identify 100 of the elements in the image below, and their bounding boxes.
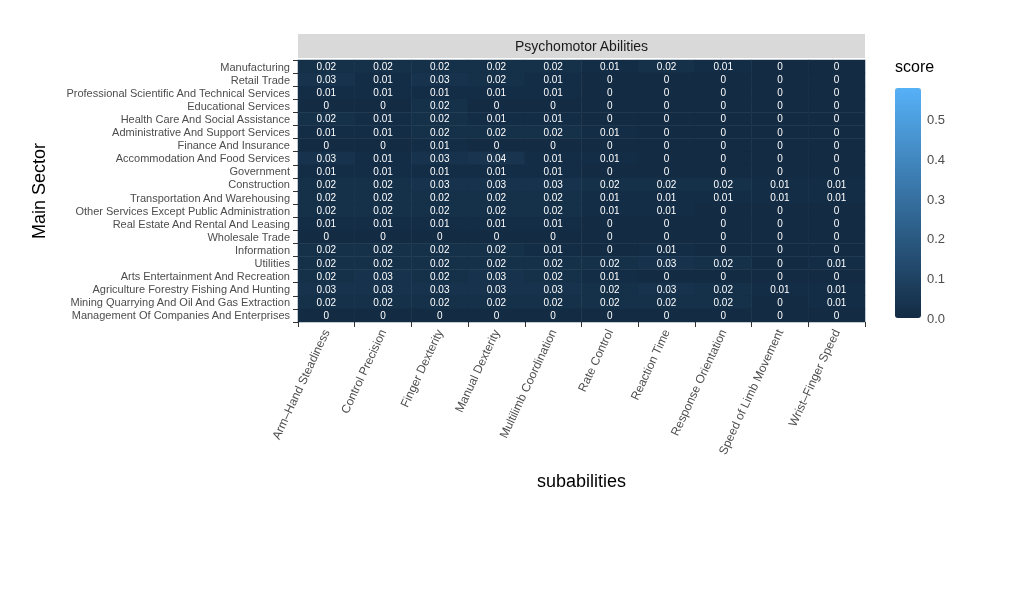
data-label: 0.01 xyxy=(373,152,394,164)
data-label: 0.02 xyxy=(486,257,507,269)
data-label: 0 xyxy=(720,270,727,282)
data-label: 0 xyxy=(833,270,840,282)
data-label: 0 xyxy=(833,100,840,112)
data-label: 0 xyxy=(550,139,557,151)
data-label: 0 xyxy=(777,244,784,256)
data-label: 0 xyxy=(663,74,670,86)
data-label: 0.01 xyxy=(826,283,847,295)
data-label: 0 xyxy=(720,152,727,164)
y-tick-label: Information xyxy=(234,243,290,256)
data-label: 0.01 xyxy=(543,244,564,256)
data-label: 0.01 xyxy=(430,139,450,151)
data-label: 0.02 xyxy=(373,61,394,73)
data-label: 0 xyxy=(663,231,670,243)
data-label: 0 xyxy=(720,244,727,256)
data-label: 0.02 xyxy=(430,257,450,269)
data-label: 0.02 xyxy=(543,61,564,73)
data-label: 0.01 xyxy=(826,296,847,308)
data-label: 0.01 xyxy=(713,61,734,73)
data-label: 0 xyxy=(720,231,727,243)
data-label: 0.03 xyxy=(316,152,337,164)
data-label: 0.01 xyxy=(543,87,564,99)
data-label: 0.02 xyxy=(373,205,394,217)
data-label: 0 xyxy=(720,205,727,217)
y-tick-label: Real Estate And Rental And Leasing xyxy=(112,217,290,230)
data-label: 0.01 xyxy=(600,126,621,138)
data-label: 0.02 xyxy=(373,192,394,204)
y-tick-label: Administrative And Support Services xyxy=(112,126,291,139)
data-label: 0.03 xyxy=(543,283,564,295)
data-label: 0 xyxy=(833,244,840,256)
data-label: 0.03 xyxy=(656,283,677,295)
color-bar-label: 0.3 xyxy=(927,191,946,207)
y-tick-label: Educational Services xyxy=(187,99,291,112)
data-label: 0.03 xyxy=(486,178,507,190)
data-label: 0 xyxy=(777,113,784,125)
data-label: 0.01 xyxy=(770,178,791,190)
data-label: 0 xyxy=(777,74,784,86)
data-label: 0.02 xyxy=(486,61,507,73)
data-label: 0 xyxy=(380,309,387,321)
y-tick-label: Transportation And Warehousing xyxy=(130,191,290,204)
data-label: 0 xyxy=(607,100,614,112)
data-label: 0.02 xyxy=(430,113,450,125)
data-label: 0.01 xyxy=(600,192,621,204)
data-label: 0.02 xyxy=(543,296,564,308)
data-label: 0 xyxy=(777,100,784,112)
data-label: 0 xyxy=(720,165,727,177)
data-label: 0 xyxy=(720,218,727,230)
data-label: 0 xyxy=(720,74,727,86)
y-tick-label: Management Of Companies And Enterprises xyxy=(71,309,291,322)
data-label: 0 xyxy=(720,139,727,151)
data-label: 0 xyxy=(493,231,500,243)
data-label: 0 xyxy=(663,270,670,282)
data-label: 0.02 xyxy=(430,296,450,308)
data-label: 0 xyxy=(663,87,670,99)
data-label: 0 xyxy=(777,270,784,282)
data-label: 0 xyxy=(550,100,557,112)
data-label: 0 xyxy=(777,126,784,138)
data-label: 0 xyxy=(380,100,387,112)
data-label: 0 xyxy=(720,100,727,112)
data-label: 0 xyxy=(777,309,784,321)
color-bar-label: 0.1 xyxy=(927,270,946,286)
data-label: 0.01 xyxy=(713,192,734,204)
data-label: 0.02 xyxy=(430,100,450,112)
data-label: 0.01 xyxy=(543,74,564,86)
data-label: 0.01 xyxy=(316,165,337,177)
data-label: 0.01 xyxy=(486,165,507,177)
data-label: 0 xyxy=(833,218,840,230)
data-label: 0 xyxy=(380,231,387,243)
color-bar-title: score xyxy=(895,57,935,75)
data-label: 0 xyxy=(663,113,670,125)
data-label: 0.02 xyxy=(486,205,507,217)
data-label: 0 xyxy=(777,61,784,73)
y-tick-label: Government xyxy=(229,165,290,178)
data-label: 0.02 xyxy=(316,205,337,217)
data-label: 0.02 xyxy=(543,126,564,138)
data-label: 0 xyxy=(777,87,784,99)
data-label: 0 xyxy=(493,139,500,151)
data-label: 0.02 xyxy=(373,257,394,269)
data-label: 0.03 xyxy=(543,178,564,190)
data-label: 0.02 xyxy=(430,244,450,256)
data-label: 0.02 xyxy=(543,205,564,217)
data-label: 0.02 xyxy=(316,192,337,204)
color-bar-label: 0.0 xyxy=(927,310,946,326)
data-label: 0 xyxy=(777,152,784,164)
data-label: 0.01 xyxy=(826,192,847,204)
data-label: 0.01 xyxy=(600,205,621,217)
data-label: 0 xyxy=(607,87,614,99)
data-label: 0.02 xyxy=(656,296,677,308)
data-label: 0.02 xyxy=(373,178,394,190)
data-label: 0 xyxy=(777,257,784,269)
data-label: 0 xyxy=(833,231,840,243)
y-tick-label: Utilities xyxy=(254,257,291,270)
y-tick-label: Retail Trade xyxy=(230,73,290,86)
data-label: 0.02 xyxy=(316,257,337,269)
data-label: 0.02 xyxy=(316,61,337,73)
data-label: 0.02 xyxy=(430,126,450,138)
data-label: 0.02 xyxy=(656,178,677,190)
data-label: 0.01 xyxy=(656,244,677,256)
data-label: 0.02 xyxy=(713,296,734,308)
